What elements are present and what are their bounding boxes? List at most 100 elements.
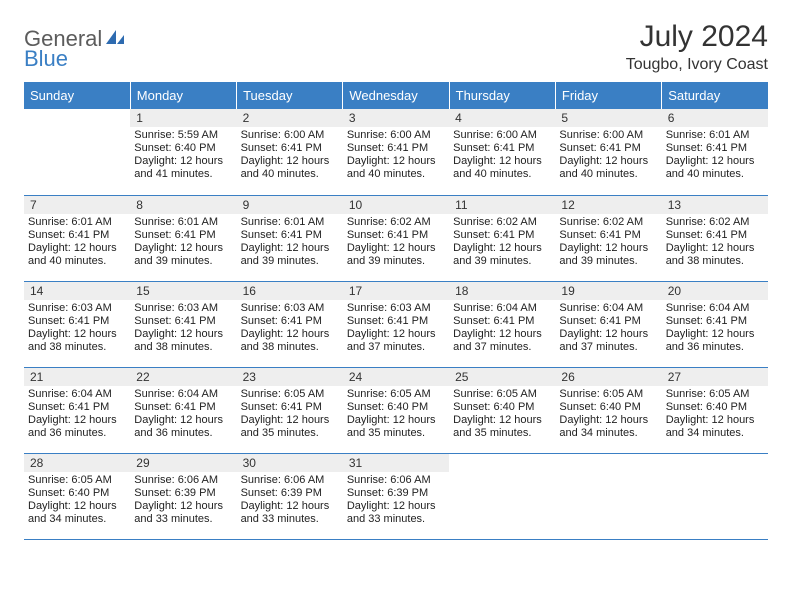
day-content: Sunrise: 6:03 AMSunset: 6:41 PMDaylight:…	[24, 300, 130, 356]
day-content: Sunrise: 6:02 AMSunset: 6:41 PMDaylight:…	[343, 214, 449, 270]
calendar-day-cell: 9Sunrise: 6:01 AMSunset: 6:41 PMDaylight…	[237, 195, 343, 281]
day-number: 10	[343, 196, 449, 214]
weekday-header: Tuesday	[237, 82, 343, 109]
day-number: 9	[237, 196, 343, 214]
day-content: Sunrise: 6:00 AMSunset: 6:41 PMDaylight:…	[237, 127, 343, 183]
calendar-day-cell: 26Sunrise: 6:05 AMSunset: 6:40 PMDayligh…	[555, 367, 661, 453]
calendar-day-cell	[662, 453, 768, 539]
day-content: Sunrise: 6:04 AMSunset: 6:41 PMDaylight:…	[449, 300, 555, 356]
page-header: General July 2024 Tougbo, Ivory Coast	[24, 20, 768, 74]
day-content: Sunrise: 6:02 AMSunset: 6:41 PMDaylight:…	[555, 214, 661, 270]
calendar-day-cell: 19Sunrise: 6:04 AMSunset: 6:41 PMDayligh…	[555, 281, 661, 367]
day-content: Sunrise: 6:04 AMSunset: 6:41 PMDaylight:…	[130, 386, 236, 442]
day-content: Sunrise: 6:04 AMSunset: 6:41 PMDaylight:…	[24, 386, 130, 442]
day-number: 27	[662, 368, 768, 386]
calendar-week-row: 28Sunrise: 6:05 AMSunset: 6:40 PMDayligh…	[24, 453, 768, 539]
calendar-day-cell: 14Sunrise: 6:03 AMSunset: 6:41 PMDayligh…	[24, 281, 130, 367]
day-number: 6	[662, 109, 768, 127]
weekday-header: Sunday	[24, 82, 130, 109]
weekday-header: Friday	[555, 82, 661, 109]
day-content: Sunrise: 6:05 AMSunset: 6:40 PMDaylight:…	[662, 386, 768, 442]
calendar-day-cell: 21Sunrise: 6:04 AMSunset: 6:41 PMDayligh…	[24, 367, 130, 453]
day-number: 2	[237, 109, 343, 127]
calendar-day-cell: 30Sunrise: 6:06 AMSunset: 6:39 PMDayligh…	[237, 453, 343, 539]
calendar-day-cell: 5Sunrise: 6:00 AMSunset: 6:41 PMDaylight…	[555, 109, 661, 195]
day-number: 16	[237, 282, 343, 300]
day-content: Sunrise: 6:05 AMSunset: 6:40 PMDaylight:…	[24, 472, 130, 528]
day-number: 24	[343, 368, 449, 386]
day-content: Sunrise: 5:59 AMSunset: 6:40 PMDaylight:…	[130, 127, 236, 183]
calendar-day-cell: 28Sunrise: 6:05 AMSunset: 6:40 PMDayligh…	[24, 453, 130, 539]
day-content: Sunrise: 6:05 AMSunset: 6:40 PMDaylight:…	[449, 386, 555, 442]
calendar-day-cell	[24, 109, 130, 195]
calendar-week-row: 1Sunrise: 5:59 AMSunset: 6:40 PMDaylight…	[24, 109, 768, 195]
calendar-day-cell: 22Sunrise: 6:04 AMSunset: 6:41 PMDayligh…	[130, 367, 236, 453]
calendar-day-cell	[449, 453, 555, 539]
calendar-day-cell: 4Sunrise: 6:00 AMSunset: 6:41 PMDaylight…	[449, 109, 555, 195]
day-content: Sunrise: 6:06 AMSunset: 6:39 PMDaylight:…	[237, 472, 343, 528]
day-number: 18	[449, 282, 555, 300]
calendar-day-cell: 20Sunrise: 6:04 AMSunset: 6:41 PMDayligh…	[662, 281, 768, 367]
day-number: 20	[662, 282, 768, 300]
day-content: Sunrise: 6:01 AMSunset: 6:41 PMDaylight:…	[237, 214, 343, 270]
calendar-day-cell: 2Sunrise: 6:00 AMSunset: 6:41 PMDaylight…	[237, 109, 343, 195]
calendar-day-cell: 25Sunrise: 6:05 AMSunset: 6:40 PMDayligh…	[449, 367, 555, 453]
day-number: 30	[237, 454, 343, 472]
calendar-day-cell: 29Sunrise: 6:06 AMSunset: 6:39 PMDayligh…	[130, 453, 236, 539]
day-number: 12	[555, 196, 661, 214]
weekday-header: Saturday	[662, 82, 768, 109]
title-block: July 2024 Tougbo, Ivory Coast	[626, 20, 768, 74]
calendar-day-cell: 8Sunrise: 6:01 AMSunset: 6:41 PMDaylight…	[130, 195, 236, 281]
calendar-day-cell: 13Sunrise: 6:02 AMSunset: 6:41 PMDayligh…	[662, 195, 768, 281]
day-content: Sunrise: 6:03 AMSunset: 6:41 PMDaylight:…	[343, 300, 449, 356]
weekday-header: Thursday	[449, 82, 555, 109]
brand-blue: Blue	[24, 46, 68, 72]
day-content: Sunrise: 6:06 AMSunset: 6:39 PMDaylight:…	[343, 472, 449, 528]
day-number: 8	[130, 196, 236, 214]
day-content: Sunrise: 6:04 AMSunset: 6:41 PMDaylight:…	[662, 300, 768, 356]
day-number: 3	[343, 109, 449, 127]
day-number: 15	[130, 282, 236, 300]
weekday-header: Wednesday	[343, 82, 449, 109]
day-content: Sunrise: 6:01 AMSunset: 6:41 PMDaylight:…	[24, 214, 130, 270]
day-content: Sunrise: 6:00 AMSunset: 6:41 PMDaylight:…	[449, 127, 555, 183]
day-content: Sunrise: 6:01 AMSunset: 6:41 PMDaylight:…	[130, 214, 236, 270]
day-number: 23	[237, 368, 343, 386]
day-number: 22	[130, 368, 236, 386]
calendar-day-cell: 24Sunrise: 6:05 AMSunset: 6:40 PMDayligh…	[343, 367, 449, 453]
calendar-week-row: 14Sunrise: 6:03 AMSunset: 6:41 PMDayligh…	[24, 281, 768, 367]
day-number: 21	[24, 368, 130, 386]
calendar-day-cell: 11Sunrise: 6:02 AMSunset: 6:41 PMDayligh…	[449, 195, 555, 281]
day-content: Sunrise: 6:05 AMSunset: 6:40 PMDaylight:…	[343, 386, 449, 442]
day-number: 28	[24, 454, 130, 472]
calendar-table: SundayMondayTuesdayWednesdayThursdayFrid…	[24, 82, 768, 540]
day-number: 7	[24, 196, 130, 214]
day-content: Sunrise: 6:06 AMSunset: 6:39 PMDaylight:…	[130, 472, 236, 528]
calendar-day-cell: 17Sunrise: 6:03 AMSunset: 6:41 PMDayligh…	[343, 281, 449, 367]
day-number: 11	[449, 196, 555, 214]
day-content: Sunrise: 6:00 AMSunset: 6:41 PMDaylight:…	[343, 127, 449, 183]
weekday-header: Monday	[130, 82, 236, 109]
day-number: 13	[662, 196, 768, 214]
calendar-day-cell: 27Sunrise: 6:05 AMSunset: 6:40 PMDayligh…	[662, 367, 768, 453]
calendar-day-cell: 23Sunrise: 6:05 AMSunset: 6:41 PMDayligh…	[237, 367, 343, 453]
day-number: 17	[343, 282, 449, 300]
calendar-day-cell: 7Sunrise: 6:01 AMSunset: 6:41 PMDaylight…	[24, 195, 130, 281]
day-number: 31	[343, 454, 449, 472]
location-label: Tougbo, Ivory Coast	[626, 56, 768, 74]
day-number: 1	[130, 109, 236, 127]
calendar-day-cell: 6Sunrise: 6:01 AMSunset: 6:41 PMDaylight…	[662, 109, 768, 195]
calendar-header-row: SundayMondayTuesdayWednesdayThursdayFrid…	[24, 82, 768, 109]
day-number: 29	[130, 454, 236, 472]
calendar-week-row: 21Sunrise: 6:04 AMSunset: 6:41 PMDayligh…	[24, 367, 768, 453]
calendar-day-cell: 12Sunrise: 6:02 AMSunset: 6:41 PMDayligh…	[555, 195, 661, 281]
day-number: 14	[24, 282, 130, 300]
day-content: Sunrise: 6:02 AMSunset: 6:41 PMDaylight:…	[662, 214, 768, 270]
calendar-day-cell: 16Sunrise: 6:03 AMSunset: 6:41 PMDayligh…	[237, 281, 343, 367]
calendar-day-cell: 10Sunrise: 6:02 AMSunset: 6:41 PMDayligh…	[343, 195, 449, 281]
calendar-day-cell: 31Sunrise: 6:06 AMSunset: 6:39 PMDayligh…	[343, 453, 449, 539]
day-content: Sunrise: 6:01 AMSunset: 6:41 PMDaylight:…	[662, 127, 768, 183]
day-content: Sunrise: 6:03 AMSunset: 6:41 PMDaylight:…	[130, 300, 236, 356]
calendar-day-cell: 15Sunrise: 6:03 AMSunset: 6:41 PMDayligh…	[130, 281, 236, 367]
day-content: Sunrise: 6:04 AMSunset: 6:41 PMDaylight:…	[555, 300, 661, 356]
